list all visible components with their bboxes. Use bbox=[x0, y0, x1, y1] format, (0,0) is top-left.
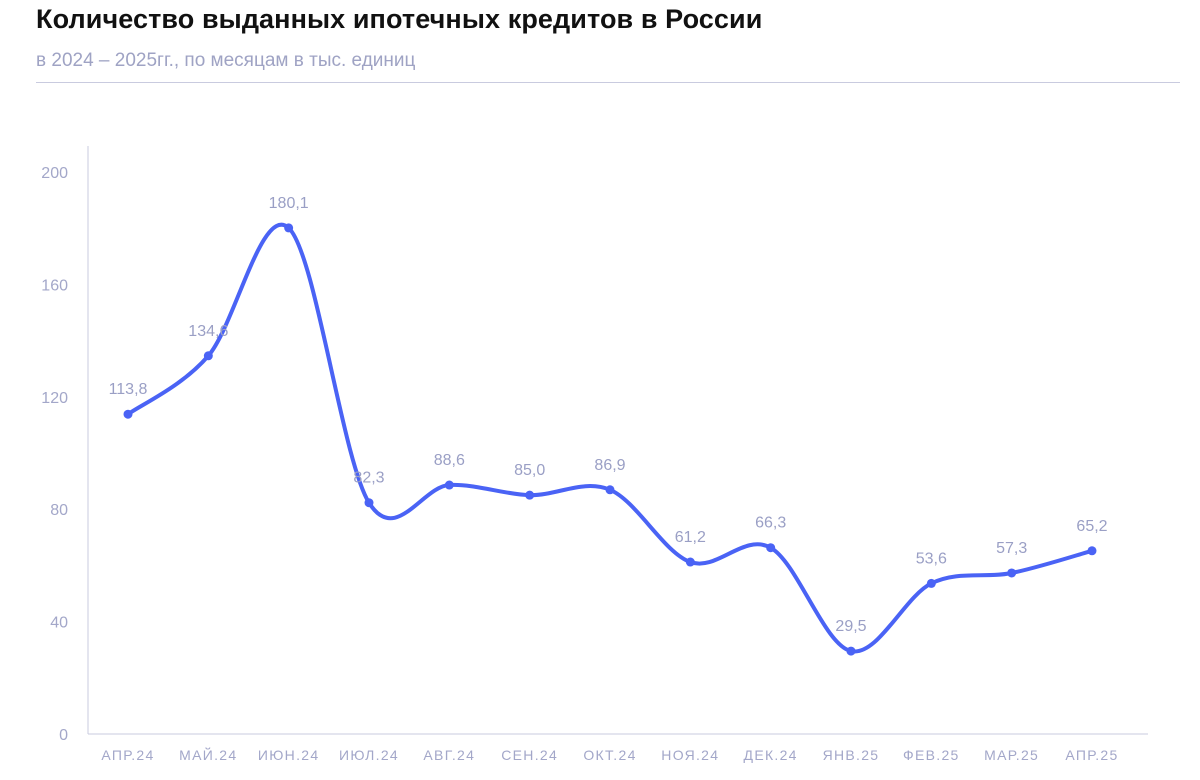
data-point bbox=[444, 480, 454, 490]
data-label: 85,0 bbox=[514, 462, 545, 479]
series-line bbox=[126, 222, 1094, 654]
x-tick-label: МАЙ.24 bbox=[179, 746, 237, 763]
chart-subtitle: в 2024 – 2025гг., по месяцам в тыс. един… bbox=[36, 50, 416, 71]
data-label: 61,2 bbox=[675, 529, 706, 546]
y-tick-label: 120 bbox=[41, 390, 68, 407]
data-point bbox=[203, 351, 213, 361]
data-point bbox=[605, 485, 615, 495]
data-point bbox=[926, 578, 936, 588]
y-tick-label: 160 bbox=[41, 277, 68, 294]
data-label: 180,1 bbox=[269, 195, 309, 212]
data-label: 86,9 bbox=[594, 457, 625, 474]
data-label: 88,6 bbox=[434, 452, 465, 469]
header-divider bbox=[36, 82, 1180, 83]
x-tick-label: НОЯ.24 bbox=[661, 747, 719, 763]
data-point bbox=[846, 646, 856, 656]
x-tick-label: СЕН.24 bbox=[501, 747, 558, 763]
data-point bbox=[766, 543, 776, 553]
data-point bbox=[284, 223, 294, 233]
data-point bbox=[525, 490, 535, 500]
data-point bbox=[364, 498, 374, 508]
x-tick-label: ЯНВ.25 bbox=[823, 747, 880, 763]
x-tick-label: МАР.25 bbox=[984, 747, 1039, 763]
data-point bbox=[685, 557, 695, 567]
y-tick-label: 200 bbox=[41, 165, 68, 182]
x-tick-label: АПР.24 bbox=[101, 747, 154, 763]
x-axis-ticks: АПР.24 МАЙ.24 ИЮН.24 ИЮЛ.24 АВГ.24 СЕН.24 ОКТ.… bbox=[101, 746, 1118, 763]
y-tick-label: 80 bbox=[50, 502, 68, 519]
data-label: 65,2 bbox=[1076, 518, 1107, 535]
y-axis-ticks: 0 40 80 120 160 200 bbox=[41, 165, 68, 744]
data-label: 113,8 bbox=[109, 381, 148, 398]
data-label: 134,6 bbox=[188, 323, 228, 340]
data-point bbox=[1007, 568, 1017, 578]
x-tick-label: ОКТ.24 bbox=[583, 747, 636, 763]
x-tick-label: ДЕК.24 bbox=[744, 747, 798, 763]
data-label: 53,6 bbox=[916, 550, 947, 567]
x-tick-label: ИЮЛ.24 bbox=[339, 747, 399, 763]
data-label: 66,3 bbox=[755, 515, 786, 532]
x-tick-label: АВГ.24 bbox=[423, 747, 475, 763]
data-point bbox=[123, 409, 133, 419]
x-tick-label: ИЮН.24 bbox=[258, 747, 320, 763]
data-label: 82,3 bbox=[353, 470, 384, 487]
data-label: 29,5 bbox=[835, 618, 866, 635]
chart-title: Количество выданных ипотечных кредитов в… bbox=[36, 4, 763, 34]
data-labels: 113,8 134,6 180,1 82,3 88,6 85,0 86,9 61,2 66,3 2… bbox=[109, 195, 1108, 635]
y-tick-label: 0 bbox=[59, 727, 68, 744]
data-point bbox=[1087, 546, 1097, 556]
data-points bbox=[123, 223, 1097, 656]
x-tick-label: ФЕВ.25 bbox=[903, 747, 960, 763]
data-label: 57,3 bbox=[996, 540, 1027, 557]
y-tick-label: 40 bbox=[50, 615, 68, 632]
chart-axes bbox=[87, 146, 1148, 735]
series-line-group bbox=[126, 222, 1094, 654]
x-tick-label: АПР.25 bbox=[1065, 747, 1118, 763]
